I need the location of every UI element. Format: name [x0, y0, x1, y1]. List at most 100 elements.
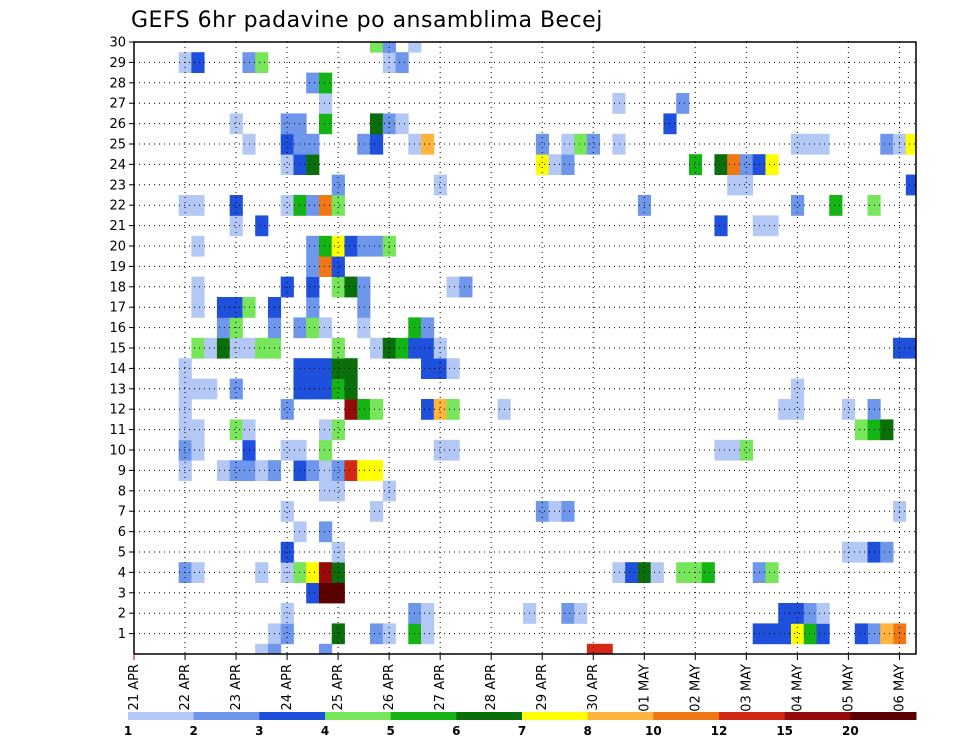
heatmap-cell: [255, 460, 269, 481]
x-axis: 21 APR 22 APR 23 APR 24 APR 25 APR 26 APR 27 A…: [127, 654, 907, 712]
heatmap-cell: [765, 215, 779, 237]
heatmap-cell: [344, 235, 358, 257]
y-tick-label: 10: [109, 444, 126, 459]
heatmap-cell: [370, 399, 384, 420]
heatmap-cell: [854, 541, 868, 563]
heatmap-cell: [357, 133, 371, 155]
heatmap-cell: [854, 419, 868, 441]
colorbar-swatch: [587, 712, 654, 720]
y-tick-label: 4: [118, 566, 126, 581]
heatmap-cell: [255, 215, 269, 237]
heatmap-cell: [318, 419, 333, 441]
heatmap-cell: [318, 460, 333, 481]
heatmap-cell: [714, 215, 728, 237]
heatmap-cell: [561, 133, 575, 155]
heatmap-cell: [688, 154, 703, 175]
x-tick-label: 26 APR: [382, 664, 397, 710]
heatmap-cell: [306, 276, 320, 298]
heatmap-cell: [370, 113, 384, 135]
y-tick-label: 1: [118, 627, 126, 642]
heatmap-cell: [318, 235, 333, 257]
heatmap-cell: [842, 399, 856, 420]
heatmap-cell: [178, 195, 192, 216]
heatmap-cell: [727, 154, 741, 175]
colorbar-label: 3: [255, 724, 263, 738]
heatmap-cell: [650, 562, 664, 583]
heatmap-cell: [344, 276, 358, 298]
grid-lines: [134, 42, 916, 654]
heatmap-cell: [306, 256, 320, 277]
y-tick-label: 24: [109, 158, 126, 173]
heatmap-cell: [765, 154, 779, 175]
heatmap-cell: [790, 603, 805, 624]
heatmap-cell: [395, 52, 409, 73]
heatmap-cell: [548, 501, 562, 522]
heatmap-cell: [344, 358, 358, 379]
heatmap-cell: [446, 439, 460, 461]
heatmap-cell: [331, 235, 345, 257]
heatmap-cell: [880, 541, 894, 563]
heatmap-cell: [816, 623, 830, 645]
heatmap-cell: [318, 480, 333, 502]
heatmap-cell: [421, 358, 435, 379]
heatmap-cell: [433, 174, 447, 196]
heatmap-cell: [293, 113, 307, 135]
heatmap-cell: [318, 562, 333, 583]
heatmap-cell: [306, 154, 320, 175]
heatmap-cell: [574, 133, 588, 155]
heatmap-cell: [586, 133, 601, 155]
y-tick-label: 17: [109, 301, 126, 316]
heatmap-cell: [306, 562, 320, 583]
y-tick-label: 2: [118, 607, 126, 622]
heatmap-cell: [318, 358, 333, 379]
y-tick-label: 19: [109, 260, 126, 275]
heatmap-cell: [433, 358, 447, 379]
heatmap-cell: [765, 623, 779, 645]
heatmap-cell: [229, 113, 243, 135]
heatmap-cell: [421, 317, 435, 339]
heatmap-cell: [293, 562, 307, 583]
heatmap-cell: [293, 195, 307, 216]
colorbar-swatch: [850, 712, 917, 720]
heatmap-cell: [280, 623, 294, 645]
x-tick-label: 05 MAY: [841, 664, 856, 712]
heatmap-cell: [714, 154, 728, 175]
colorbar-label: 15: [776, 724, 793, 738]
heatmap-cell: [727, 439, 741, 461]
heatmap-cell: [293, 521, 307, 543]
heatmap-cell: [905, 133, 917, 155]
heatmap-cell: [408, 42, 422, 53]
y-tick-label: 13: [109, 382, 126, 397]
heatmap-cell: [727, 174, 741, 196]
heatmap-cell: [357, 460, 371, 481]
heatmap-cell: [318, 439, 333, 461]
y-tick-label: 30: [109, 36, 126, 51]
colorbar-swatch: [456, 712, 523, 720]
heatmap-cell: [229, 195, 243, 216]
x-tick-label: 21 APR: [127, 664, 142, 710]
colorbar-swatch: [719, 712, 786, 720]
heatmap-cell: [331, 174, 345, 196]
heatmap-cell: [421, 623, 435, 645]
heatmap-cell: [459, 276, 473, 298]
heatmap-cell: [714, 439, 728, 461]
heatmap-cell: [331, 195, 345, 216]
heatmap-cell: [446, 276, 460, 298]
heatmap-cell: [306, 582, 320, 604]
heatmap-cell: [701, 562, 715, 583]
heatmap-cell: [318, 113, 333, 135]
heatmap-cell: [204, 378, 218, 400]
heatmap-cell: [293, 460, 307, 481]
heatmap-cell: [421, 133, 435, 155]
x-tick-label: 30 APR: [586, 664, 601, 710]
colorbar-swatch: [193, 712, 260, 720]
heatmap-cell: [548, 154, 562, 175]
x-tick-label: 01 MAY: [637, 664, 652, 712]
heatmap-cell: [370, 42, 384, 53]
heatmap-cell: [739, 439, 754, 461]
heatmap-cell: [612, 562, 626, 583]
heatmap-cell: [880, 623, 894, 645]
y-tick-label: 18: [109, 280, 126, 295]
heatmap-cell: [191, 52, 205, 73]
heatmap-cell: [421, 399, 435, 420]
